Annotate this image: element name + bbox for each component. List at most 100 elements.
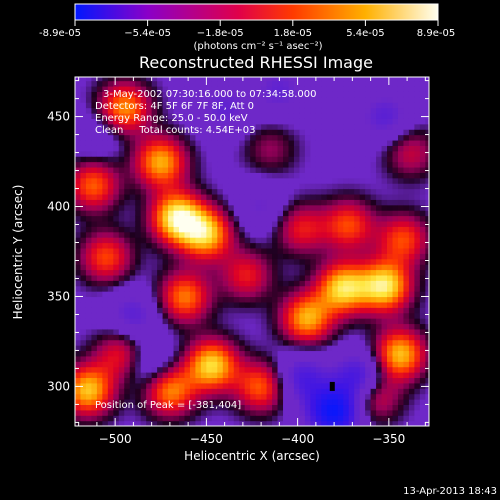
heatmap-cell [80, 328, 87, 335]
heatmap-cell [168, 393, 175, 400]
heatmap-cell [157, 237, 164, 244]
heatmap-cell [299, 107, 306, 114]
heatmap-cell [179, 334, 186, 341]
heatmap-cell [124, 183, 131, 190]
heatmap-cell [261, 118, 268, 125]
heatmap-cell [140, 112, 147, 119]
heatmap-cell [403, 96, 410, 103]
heatmap-cell [348, 269, 355, 276]
heatmap-cell [157, 393, 164, 400]
heatmap-cell [250, 269, 257, 276]
heatmap-cell [217, 80, 224, 87]
heatmap-cell [118, 156, 125, 163]
heatmap-cell [359, 102, 366, 109]
heatmap-cell [321, 161, 328, 168]
heatmap-cell [200, 231, 207, 238]
heatmap-cell [365, 102, 372, 109]
heatmap-cell [255, 350, 262, 357]
heatmap-cell [283, 247, 290, 254]
heatmap-cell [425, 307, 429, 314]
heatmap-cell [228, 237, 235, 244]
heatmap-cell [75, 129, 82, 136]
heatmap-cell [321, 123, 328, 130]
heatmap-cell [129, 355, 136, 362]
heatmap-cell [157, 183, 164, 190]
heatmap-cell [419, 231, 426, 238]
heatmap-cell [113, 134, 120, 141]
heatmap-cell [288, 301, 295, 308]
colorbar-tick-label: 1.8e-05 [274, 28, 312, 39]
heatmap-cell [261, 399, 268, 406]
heatmap-cell [222, 96, 229, 103]
heatmap-cell [102, 139, 109, 146]
heatmap-cell [179, 129, 186, 136]
heatmap-cell [304, 145, 311, 152]
heatmap-cell [304, 312, 311, 319]
heatmap-cell [299, 96, 306, 103]
heatmap-cell [80, 339, 87, 346]
heatmap-cell [387, 215, 394, 222]
heatmap-cell [118, 226, 125, 233]
heatmap-cell [255, 372, 262, 379]
heatmap-cell [151, 150, 158, 157]
heatmap-cell [195, 123, 202, 130]
heatmap-cell [403, 258, 410, 265]
heatmap-cell [293, 145, 301, 152]
heatmap-cell [397, 199, 405, 206]
heatmap-cell [376, 361, 383, 368]
heatmap-cell [129, 102, 136, 109]
heatmap-cell [206, 150, 213, 157]
heatmap-cell [419, 145, 426, 152]
heatmap-cell [157, 355, 164, 362]
heatmap-cell [250, 264, 257, 271]
heatmap-cell [250, 382, 257, 389]
heatmap-cell [107, 355, 114, 362]
heatmap-cell [370, 253, 377, 260]
heatmap-cell [348, 134, 355, 141]
heatmap-cell [146, 301, 153, 308]
heatmap-cell [85, 345, 93, 352]
heatmap-cell [168, 134, 175, 141]
heatmap-cell [200, 280, 207, 287]
heatmap-cell [96, 253, 103, 260]
heatmap-cell [146, 172, 153, 179]
heatmap-cell [403, 247, 410, 254]
heatmap-cell [244, 231, 251, 238]
heatmap-cell [228, 91, 235, 98]
heatmap-cell [419, 226, 426, 233]
heatmap-cell [96, 361, 103, 368]
heatmap-cell [332, 372, 339, 379]
heatmap-cell [113, 85, 120, 92]
heatmap-cell [425, 415, 429, 422]
heatmap-cell [283, 377, 290, 384]
heatmap-cell [321, 393, 328, 400]
heatmap-cell [211, 291, 218, 298]
heatmap-cell [124, 291, 131, 298]
heatmap-cell [195, 220, 202, 227]
heatmap-cell [228, 139, 235, 146]
heatmap-cell [118, 285, 125, 292]
heatmap-cell [288, 328, 295, 335]
heatmap-cell [129, 399, 136, 406]
heatmap-cell [250, 226, 257, 233]
heatmap-cell [184, 409, 191, 416]
heatmap-cell [266, 156, 273, 163]
heatmap-cell [211, 404, 218, 411]
heatmap-cell [244, 188, 251, 195]
heatmap-cell [206, 323, 213, 330]
heatmap-cell [321, 280, 328, 287]
heatmap-cell [266, 112, 273, 119]
heatmap-cell [228, 291, 235, 298]
heatmap-cell [91, 215, 98, 222]
heatmap-cell [217, 393, 224, 400]
heatmap-cell [135, 247, 142, 254]
heatmap-cell [217, 355, 224, 362]
heatmap-cell [168, 280, 175, 287]
heatmap-cell [179, 188, 186, 195]
heatmap-cell [222, 107, 229, 114]
heatmap-cell [332, 77, 339, 82]
heatmap-cell [315, 80, 322, 87]
heatmap-cell [129, 156, 136, 163]
heatmap-cell [217, 372, 224, 379]
heatmap-cell [261, 420, 268, 426]
